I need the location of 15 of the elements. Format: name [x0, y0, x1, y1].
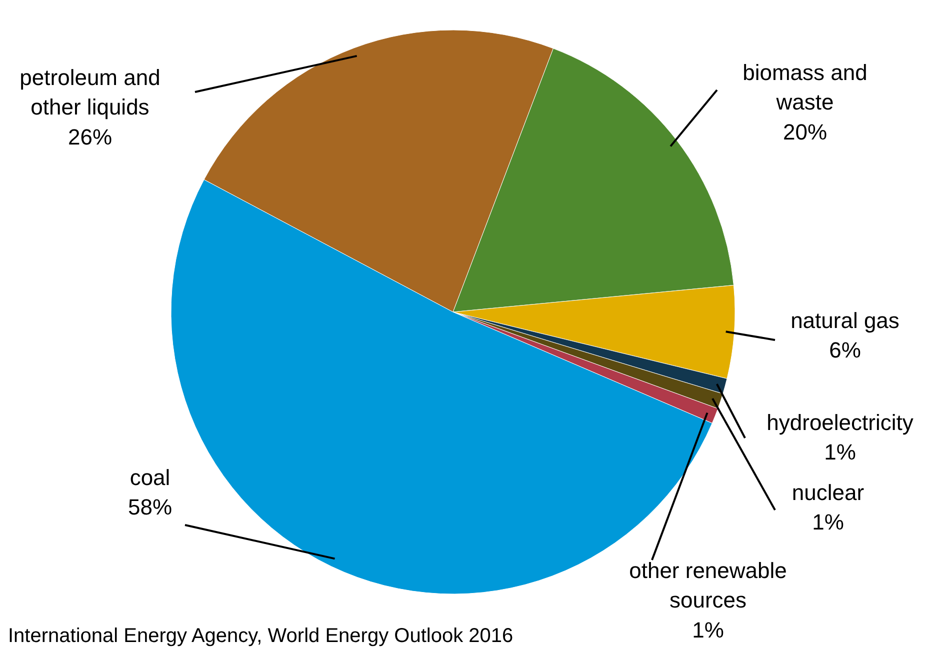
data-label: 26%: [68, 124, 112, 150]
data-label: 6%: [829, 338, 861, 363]
slice-label: nuclear: [792, 480, 864, 505]
data-label: 58%: [128, 494, 172, 520]
data-label: 1%: [812, 510, 844, 535]
slice-label: coal: [130, 465, 170, 490]
data-label: 1%: [692, 617, 724, 642]
data-label: 20%: [782, 119, 828, 144]
text: International Energy Agency, World Energy Outlook 2016: [8, 625, 514, 647]
data-label: 1%: [824, 440, 856, 465]
slice-label: biomass and waste: [742, 60, 868, 115]
slice-label: natural gas: [790, 308, 900, 333]
slice-label: petroleum and other liquids: [20, 65, 160, 120]
slice-label: hydroelectricity: [766, 410, 914, 435]
slice-label: other renewable sources: [629, 558, 787, 613]
